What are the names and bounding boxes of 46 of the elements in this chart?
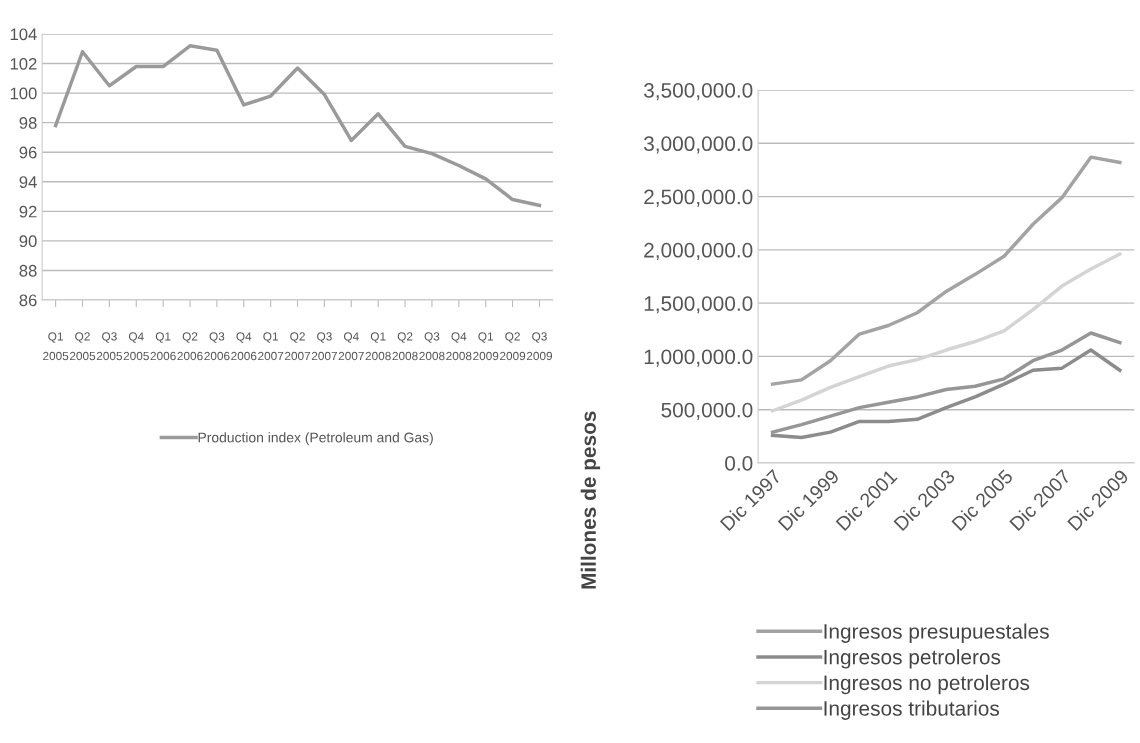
x-tick-label: Q4 2007 [338, 332, 364, 361]
y-tick-label: 100 [10, 87, 37, 100]
x-tick-label: Q2 2007 [285, 332, 311, 361]
x-tick-label: Q2 2006 [177, 332, 203, 361]
legend-label: Ingresos tributarios [824, 700, 1000, 720]
y-tick-label: 94 [19, 176, 37, 188]
y-tick-label: 500,000.0 [661, 402, 753, 420]
x-tick-label: Q2 2005 [69, 332, 96, 361]
y-tick-label: 2,000,000.0 [644, 242, 753, 261]
y-axis-title: Millones de pesos [580, 411, 601, 589]
x-tick-label: Q3 2005 [96, 332, 123, 361]
legend-label: Ingresos presupuestales [824, 623, 1049, 643]
y-tick-label: 2,500,000.0 [644, 189, 753, 207]
y-tick-label: 90 [19, 235, 37, 248]
line-series [770, 252, 1122, 413]
y-tick-label: 92 [19, 205, 37, 218]
legend-label: Ingresos petroleros [824, 649, 1001, 669]
y-tick-label: 1,500,000.0 [644, 296, 753, 314]
y-tick-label: 98 [19, 117, 37, 129]
x-tick-label: Q3 2006 [204, 332, 230, 361]
y-tick-label: 0.0 [725, 456, 753, 471]
line-series [53, 44, 542, 208]
x-tick-label: Q4 2005 [123, 332, 149, 361]
y-tick-label: 86 [19, 294, 37, 307]
x-tick-label: Q4 2006 [231, 332, 257, 361]
y-tick-label: 88 [19, 264, 37, 277]
legend-label: Ingresos no petroleros [824, 674, 1030, 695]
y-tick-label: 96 [19, 146, 37, 159]
legend-label: Production index (Petroleum and Gas) [198, 432, 433, 446]
line-series [770, 155, 1122, 386]
x-tick-label: Q2 2009 [500, 332, 526, 361]
x-tick-label: Q1 2009 [473, 332, 499, 361]
x-tick-label: Q1 2007 [258, 332, 284, 361]
x-tick-label: Q2 2008 [392, 332, 418, 361]
y-tick-label: 1,000,000.0 [644, 349, 753, 367]
y-tick-label: 102 [10, 57, 37, 70]
x-tick-label: Q3 2009 [526, 332, 553, 361]
y-tick-label: 3,000,000.0 [643, 136, 753, 154]
x-tick-label: Q1 2008 [365, 332, 391, 361]
x-tick-label: Q4 2008 [446, 332, 472, 361]
x-tick-label: Q1 2006 [150, 332, 176, 361]
y-tick-label: 104 [10, 28, 37, 41]
y-tick-label: 3,500,000.0 [643, 83, 753, 101]
x-tick-label: Q3 2008 [419, 332, 445, 361]
x-tick-label: Q1 2005 [43, 332, 69, 361]
x-tick-label: Q3 2007 [311, 332, 337, 361]
